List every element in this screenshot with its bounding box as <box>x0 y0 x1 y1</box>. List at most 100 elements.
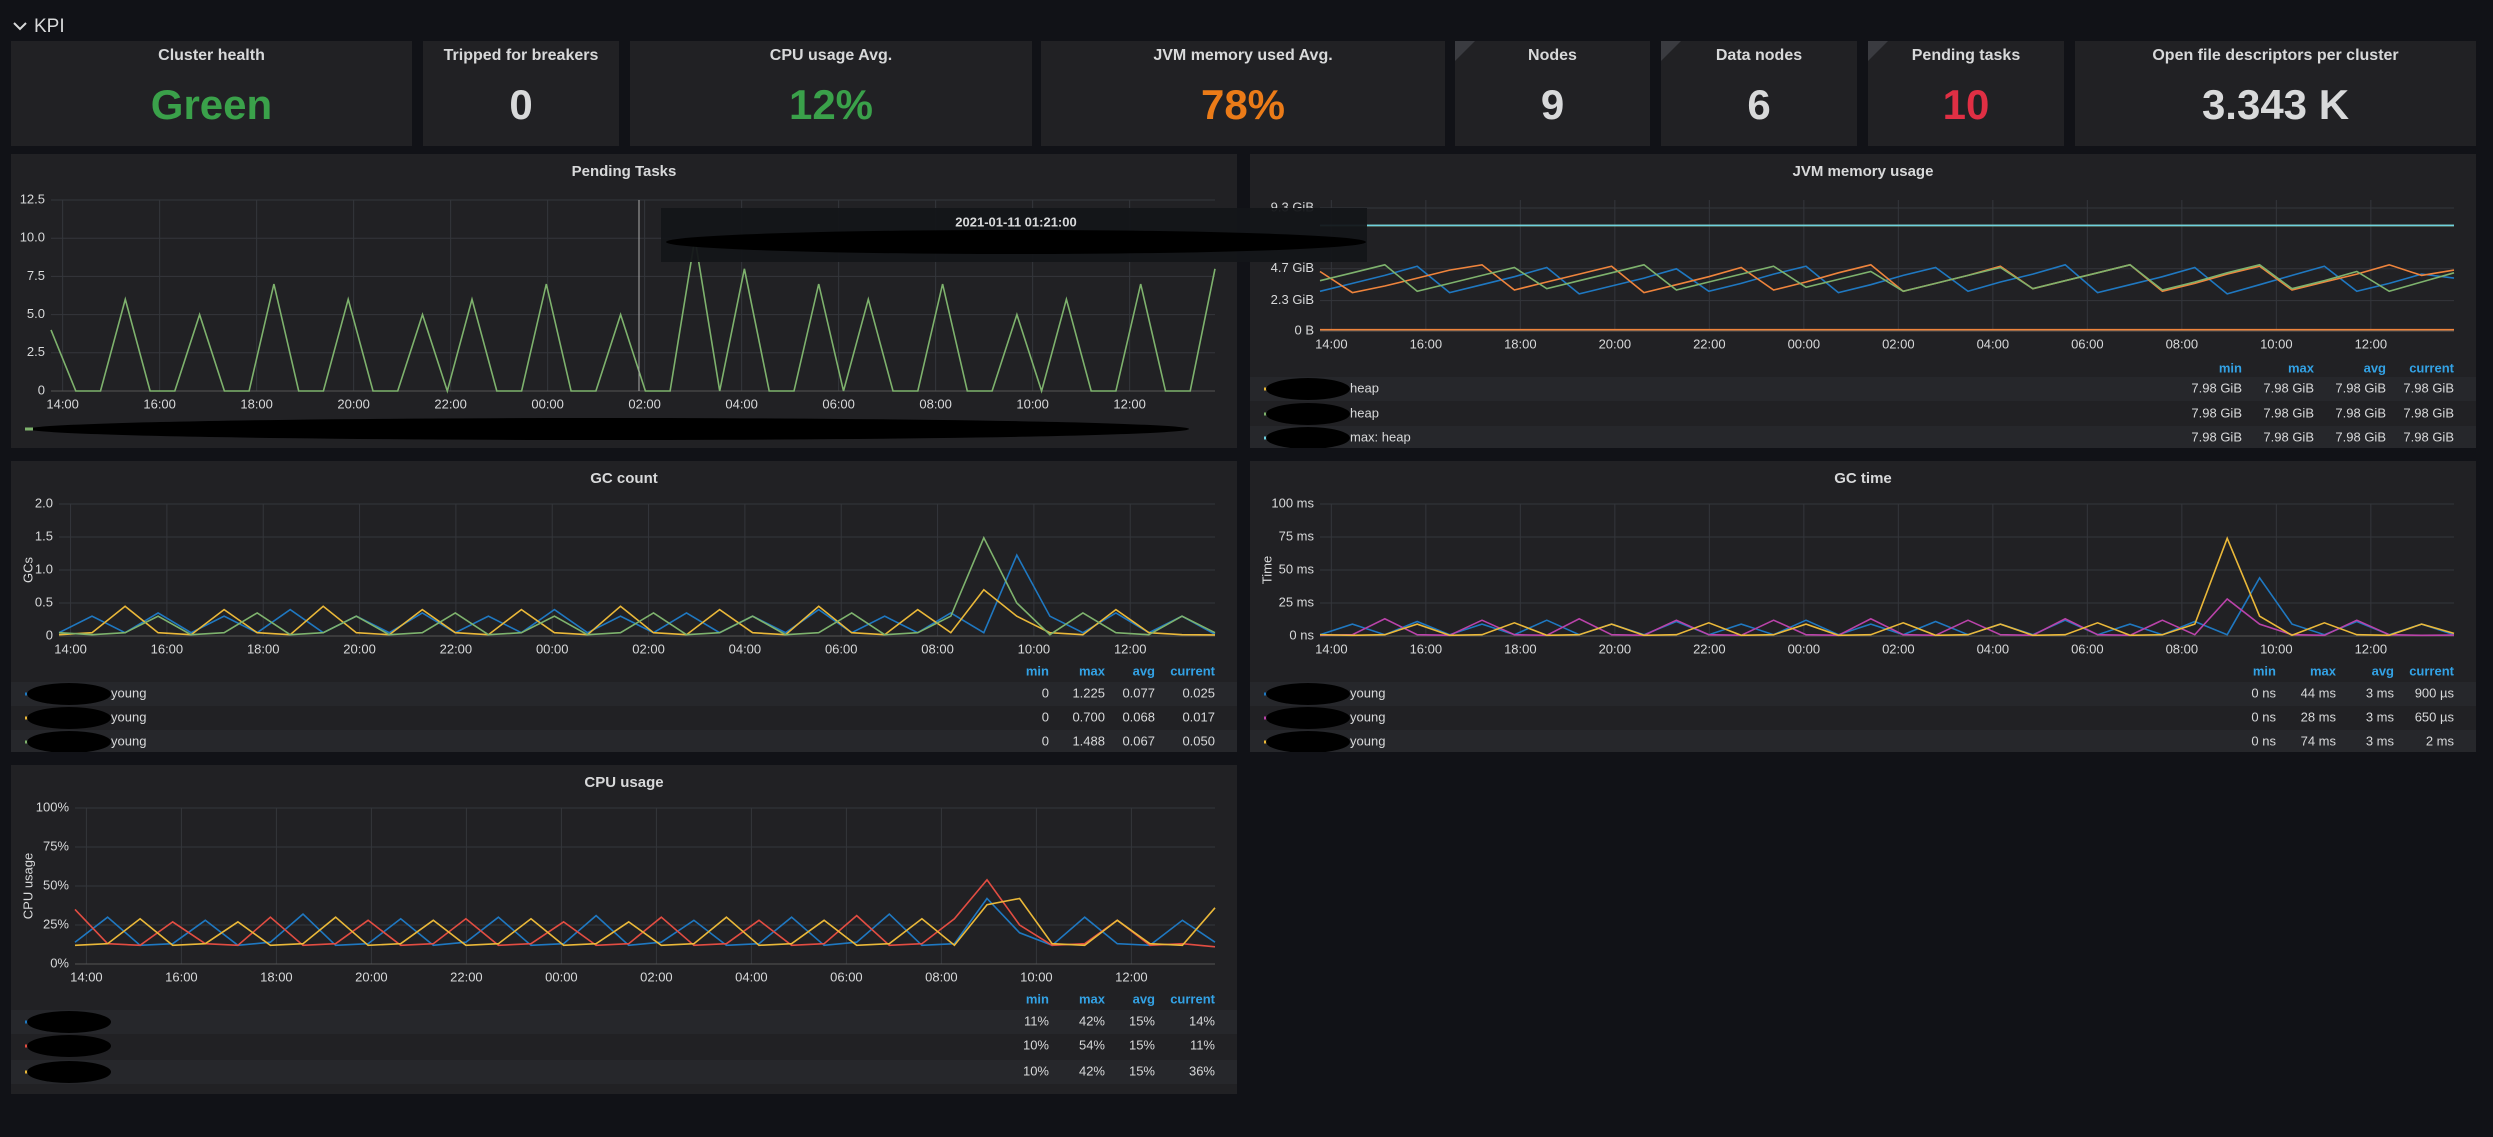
x-tick-label: 04:00 <box>1977 641 2010 656</box>
legend-name: young <box>111 709 146 724</box>
x-tick-label: 12:00 <box>2355 336 2388 351</box>
stat-value: 6 <box>1747 81 1770 128</box>
legend-value: 7.98 GiB <box>2263 429 2314 444</box>
stat-value: 10 <box>1943 81 1990 128</box>
y-tick-label: 50% <box>43 877 69 892</box>
x-tick-label: 10:00 <box>2260 641 2293 656</box>
legend-value: 7.98 GiB <box>2335 380 2386 395</box>
row-collapse-icon[interactable] <box>13 22 27 31</box>
legend-header: current <box>2409 663 2454 678</box>
x-tick-label: 22:00 <box>434 396 467 411</box>
legend-header: current <box>2409 360 2454 375</box>
x-tick-label: 02:00 <box>632 641 665 656</box>
legend-value: 0 ns <box>2251 709 2276 724</box>
info-corner <box>1661 41 1681 61</box>
legend-value: 0 ns <box>2251 733 2276 748</box>
x-tick-label: 22:00 <box>1693 641 1726 656</box>
legend-value: 0.068 <box>1122 709 1155 724</box>
stat-title: CPU usage Avg. <box>770 47 892 64</box>
legend-value: 0 ns <box>2251 685 2276 700</box>
x-tick-label: 12:00 <box>2355 641 2388 656</box>
x-tick-label: 10:00 <box>1016 396 1049 411</box>
legend-header: current <box>1170 663 1215 678</box>
series-line <box>1319 263 2455 295</box>
stat-value: 0 <box>509 81 532 128</box>
row-title[interactable]: KPI <box>34 16 65 37</box>
legend-value: 74 ms <box>2301 733 2337 748</box>
legend-value: 0 <box>1042 733 1049 748</box>
stat-title: Pending tasks <box>1912 47 2021 64</box>
y-tick-label: 7.5 <box>27 268 45 283</box>
legend-value: 15% <box>1129 1063 1155 1078</box>
redaction <box>1266 707 1350 729</box>
legend-value: 0.050 <box>1182 733 1215 748</box>
stat-panel <box>1041 41 1445 146</box>
legend-row-bg <box>1250 426 2476 448</box>
x-tick-label: 22:00 <box>1693 336 1726 351</box>
legend-header: min <box>2219 360 2242 375</box>
series-line <box>1319 263 2455 293</box>
y-axis-label: CPU usage <box>20 853 35 919</box>
y-tick-label: 0 ns <box>1289 627 1314 642</box>
x-tick-label: 04:00 <box>1977 336 2010 351</box>
x-tick-label: 02:00 <box>628 396 661 411</box>
x-tick-label: 12:00 <box>1113 396 1146 411</box>
chart-title: GC time <box>1834 470 1892 487</box>
legend-header: max <box>1079 663 1106 678</box>
x-tick-label: 18:00 <box>1504 336 1537 351</box>
x-tick-label: 18:00 <box>247 641 280 656</box>
x-tick-label: 18:00 <box>240 396 273 411</box>
stat-title: Cluster health <box>158 47 265 64</box>
legend-value: 28 ms <box>2301 709 2337 724</box>
redaction <box>27 683 111 705</box>
stat-title: Tripped for breakers <box>444 47 599 64</box>
legend-value: 15% <box>1129 1013 1155 1028</box>
legend-value: 15% <box>1129 1037 1155 1052</box>
legend-value: 900 µs <box>2415 685 2455 700</box>
legend-value: 42% <box>1079 1063 1105 1078</box>
legend-row-bg <box>11 682 1237 706</box>
legend-value: 11% <box>1024 1013 1049 1028</box>
x-tick-label: 06:00 <box>825 641 858 656</box>
stat-value: 3.343 K <box>2202 81 2349 128</box>
legend-row-bg <box>1250 730 2476 752</box>
legend-value: 1.225 <box>1072 685 1105 700</box>
legend-value: 0.077 <box>1122 685 1155 700</box>
legend-row-bg <box>11 1010 1237 1034</box>
legend-header: avg <box>2364 360 2386 375</box>
stat-value: Green <box>151 81 272 128</box>
stat-panel <box>1661 41 1857 146</box>
series-line <box>58 535 1216 636</box>
y-tick-label: 0% <box>50 955 69 970</box>
y-tick-label: 1.0 <box>35 561 53 576</box>
legend-header: current <box>1170 991 1215 1006</box>
stat-panel <box>423 41 619 146</box>
x-tick-label: 20:00 <box>343 641 376 656</box>
y-tick-label: 4.7 GiB <box>1271 260 1314 275</box>
info-corner <box>1868 41 1888 61</box>
x-tick-label: 00:00 <box>531 396 564 411</box>
legend-name: heap <box>1350 405 1379 420</box>
legend-value: 36% <box>1189 1063 1215 1078</box>
redaction <box>27 1035 111 1057</box>
legend-name: young <box>111 733 146 748</box>
legend-row-bg <box>1250 377 2476 401</box>
x-tick-label: 06:00 <box>830 969 863 984</box>
legend-name: young <box>1350 709 1385 724</box>
legend-value: 7.98 GiB <box>2403 429 2454 444</box>
legend-header: max <box>2288 360 2315 375</box>
legend-header: max <box>2310 663 2337 678</box>
legend-header: avg <box>1133 991 1155 1006</box>
x-tick-label: 16:00 <box>1410 336 1443 351</box>
y-tick-label: 12.5 <box>20 191 45 206</box>
redaction <box>1266 731 1350 752</box>
y-tick-label: 1.5 <box>35 528 53 543</box>
x-tick-label: 10:00 <box>1020 969 1053 984</box>
redaction <box>27 1011 111 1033</box>
redaction <box>666 230 1366 254</box>
x-tick-label: 18:00 <box>260 969 293 984</box>
y-tick-label: 0 <box>46 627 53 642</box>
series-line <box>1319 536 2455 637</box>
